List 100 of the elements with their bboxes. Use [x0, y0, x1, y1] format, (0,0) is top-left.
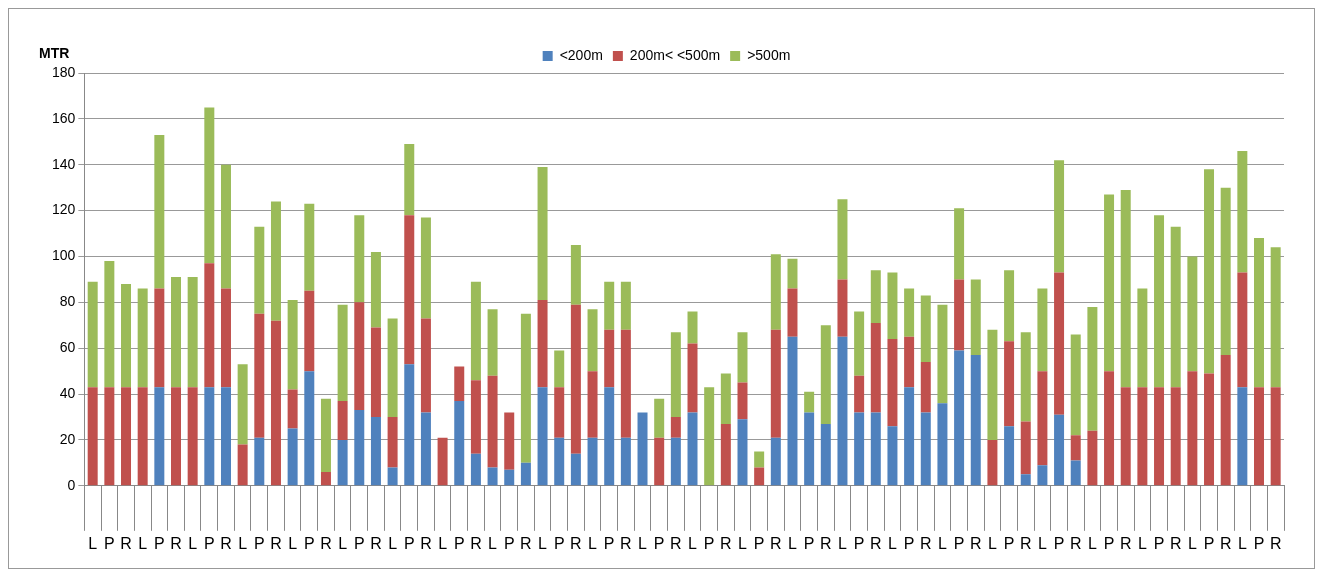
bar	[1104, 194, 1115, 372]
bar	[370, 327, 381, 417]
x-tick-label: P	[1103, 534, 1115, 552]
bar	[870, 270, 881, 323]
bar	[770, 254, 781, 330]
x-tick-label: P	[1203, 534, 1215, 552]
bar	[204, 107, 215, 264]
bar	[171, 277, 181, 388]
x-tick-label: R	[1269, 534, 1282, 552]
bar	[404, 144, 415, 216]
bar	[854, 375, 865, 413]
bar	[1070, 435, 1081, 461]
y-tick-label: 60	[59, 339, 76, 356]
bar	[537, 387, 548, 486]
bar	[687, 412, 698, 486]
bar	[304, 371, 315, 486]
x-tick-label: L	[987, 534, 997, 552]
bar	[454, 400, 465, 486]
x-tick-label: L	[388, 534, 398, 552]
x-tick-label: P	[553, 534, 565, 552]
bar	[1137, 387, 1148, 486]
bar	[220, 164, 231, 289]
bar	[620, 329, 631, 438]
bar	[320, 472, 331, 486]
bar	[570, 453, 581, 486]
y-tick-label: 0	[67, 476, 76, 493]
y-tick-label: 160	[52, 109, 76, 126]
bar	[504, 469, 515, 486]
x-tick-label: P	[104, 534, 115, 552]
bar	[270, 320, 281, 486]
bar	[754, 451, 765, 468]
x-tick-label: P	[703, 534, 715, 552]
bar	[420, 318, 431, 413]
bar	[720, 423, 731, 486]
bar	[737, 332, 748, 383]
bar	[1020, 421, 1031, 475]
y-axis-title: MTR	[39, 44, 70, 61]
bar	[1004, 341, 1015, 427]
bar	[204, 263, 215, 388]
bar	[1020, 332, 1031, 422]
y-tick-label: 140	[52, 155, 76, 172]
bar	[887, 272, 898, 340]
bar	[437, 437, 448, 486]
bar	[237, 364, 248, 445]
bar	[137, 387, 148, 486]
x-tick-label: P	[203, 534, 215, 552]
x-tick-label: P	[603, 534, 615, 552]
x-tick-label: P	[1153, 534, 1165, 552]
bar	[620, 437, 631, 486]
x-tick-label: R	[1119, 534, 1132, 552]
bar	[1087, 306, 1098, 431]
bar	[570, 245, 581, 305]
bar	[187, 277, 198, 388]
bar	[520, 462, 531, 486]
bar	[1270, 247, 1281, 388]
x-tick-label: L	[588, 534, 598, 552]
bar	[954, 279, 965, 351]
bar	[687, 343, 698, 413]
x-tick-label: R	[120, 534, 132, 552]
x-tick-label: L	[688, 534, 698, 552]
bar	[337, 400, 348, 440]
bar	[870, 322, 881, 413]
x-tick-label: P	[753, 534, 765, 552]
x-tick-label: L	[438, 534, 448, 552]
bar	[370, 251, 381, 328]
x-tick-label: P	[903, 534, 915, 552]
x-tick-label: R	[720, 534, 732, 552]
x-tick-label: L	[838, 534, 848, 552]
bar	[954, 350, 965, 486]
bar	[337, 439, 348, 486]
bar	[1237, 272, 1248, 388]
bar	[387, 417, 398, 468]
x-tick-label: L	[488, 534, 498, 552]
legend-label: <200m	[559, 46, 603, 63]
bar	[420, 217, 431, 319]
bar	[387, 467, 398, 486]
x-tick-label: R	[870, 534, 882, 552]
x-tick-label: P	[953, 534, 965, 552]
bar	[804, 391, 815, 413]
bar	[1054, 272, 1065, 415]
bar	[287, 300, 298, 390]
bar	[920, 361, 931, 413]
bar	[787, 258, 798, 289]
bar	[1004, 426, 1015, 486]
bar	[354, 215, 365, 303]
x-tick-label: L	[338, 534, 348, 552]
x-tick-label: L	[1087, 534, 1097, 552]
bar	[987, 329, 998, 440]
bar	[87, 387, 98, 486]
bar	[604, 387, 615, 486]
bar	[470, 380, 481, 454]
bar	[804, 412, 815, 486]
bar	[704, 387, 715, 486]
x-tick-label: P	[653, 534, 665, 552]
bar	[304, 290, 315, 372]
bar	[454, 366, 465, 401]
x-tick-label: R	[919, 534, 932, 552]
x-tick-label: L	[1037, 534, 1047, 552]
bar	[854, 311, 865, 376]
bar	[937, 403, 948, 486]
